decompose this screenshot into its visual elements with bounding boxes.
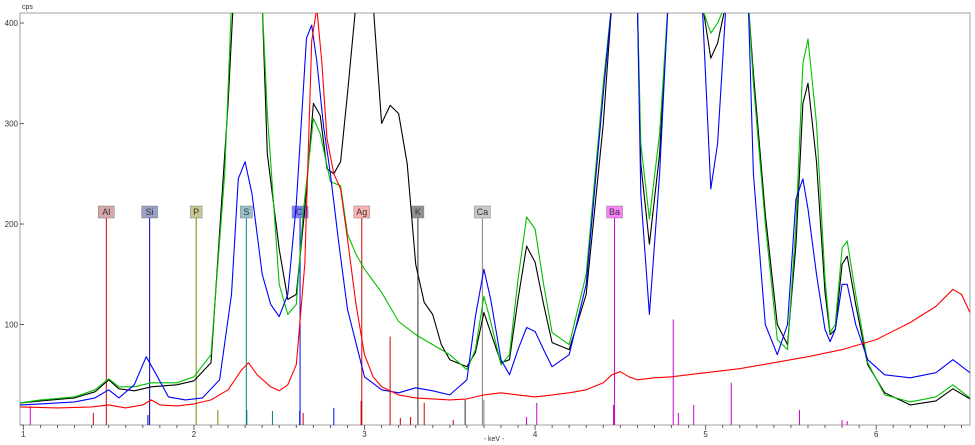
element-box-ca[interactable] — [474, 205, 491, 219]
x-tick-label-6: 6 — [874, 430, 879, 439]
element-box-si[interactable] — [141, 205, 158, 219]
element-box-al[interactable] — [98, 205, 115, 219]
y-tick-label-400: 400 — [5, 19, 19, 28]
x-tick-label-2: 2 — [192, 430, 197, 439]
y-axis-unit-label: cps — [22, 4, 33, 11]
y-tick-label-300: 300 — [5, 120, 19, 129]
plot-area-frame — [19, 12, 971, 426]
element-label-p: P — [193, 207, 199, 217]
element-label-ca: Ca — [477, 207, 489, 217]
x-tick-label-1: 1 — [21, 430, 26, 439]
spectrum-series-2 — [20, 13, 970, 406]
y-tick-label-200: 200 — [5, 220, 19, 229]
spectrum-series-3 — [20, 13, 970, 409]
y-axis: 100 200 300 400 — [5, 19, 24, 426]
element-box-s[interactable] — [240, 205, 253, 219]
element-label-ba: Ba — [609, 207, 620, 217]
x-tick-label-3: 3 — [362, 430, 367, 439]
element-label-cl: Cl — [296, 207, 305, 217]
element-label-al: Al — [102, 207, 110, 217]
y-tick-label-100: 100 — [5, 321, 19, 330]
element-label-s: S — [243, 207, 249, 217]
element-markers-layer: Al Si P S Cl Ag K Ca Ba — [98, 205, 623, 425]
element-box-ba[interactable] — [606, 205, 623, 219]
element-box-p[interactable] — [189, 205, 203, 219]
element-label-ag: Ag — [356, 207, 367, 217]
spectrum-series-1 — [20, 13, 970, 404]
series-layer — [20, 13, 970, 409]
stick-lines-layer — [29, 319, 848, 425]
element-box-k[interactable] — [411, 205, 425, 219]
element-box-ag[interactable] — [353, 205, 371, 219]
x-axis: 1 2 3 4 5 6 — [21, 425, 962, 439]
x-axis-unit-label: - keV - — [484, 436, 505, 443]
element-label-k: K — [415, 207, 421, 217]
element-label-si: Si — [146, 207, 154, 217]
x-tick-label-5: 5 — [703, 430, 708, 439]
x-tick-label-4: 4 — [533, 430, 538, 439]
